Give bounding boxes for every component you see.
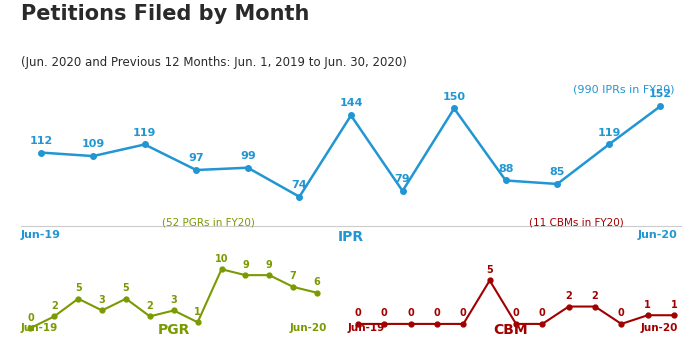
Text: 79: 79 [395,174,410,184]
Text: 144: 144 [339,99,363,108]
Text: 7: 7 [290,271,297,282]
Text: 0: 0 [460,309,467,318]
Text: 2: 2 [51,301,58,311]
Text: 99: 99 [240,151,256,161]
Text: 2: 2 [591,291,598,301]
Text: 5: 5 [75,283,81,293]
Text: (52 PGRs in FY20): (52 PGRs in FY20) [162,218,255,227]
Text: 3: 3 [170,295,177,305]
Text: 0: 0 [407,309,414,318]
Text: 1: 1 [671,300,678,310]
Text: 10: 10 [215,254,228,264]
Text: CBM: CBM [493,323,528,337]
Text: 88: 88 [498,164,514,173]
Text: 1: 1 [644,300,651,310]
Text: 2: 2 [565,291,572,301]
Text: 1: 1 [195,307,201,317]
Text: 119: 119 [133,127,156,138]
Text: 5: 5 [486,265,493,275]
Text: (Jun. 2020 and Previous 12 Months: Jun. 1, 2019 to Jun. 30, 2020): (Jun. 2020 and Previous 12 Months: Jun. … [21,56,407,69]
Text: (990 IPRs in FY20): (990 IPRs in FY20) [573,84,674,94]
Text: 97: 97 [188,153,204,163]
Text: 109: 109 [81,139,105,149]
Text: Jun-19: Jun-19 [21,323,58,333]
Text: 9: 9 [242,260,249,270]
Text: 3: 3 [99,295,106,305]
Text: 9: 9 [266,260,272,270]
Text: Jun-19: Jun-19 [348,323,385,333]
Text: 150: 150 [443,92,466,101]
Text: 2: 2 [147,301,153,311]
Text: 119: 119 [597,127,621,138]
Text: 152: 152 [649,89,672,99]
Text: 112: 112 [30,135,53,146]
Text: 0: 0 [434,309,441,318]
Text: (11 CBMs in FY20): (11 CBMs in FY20) [530,218,624,227]
Text: 5: 5 [122,283,129,293]
Text: 0: 0 [27,313,34,323]
Text: Jun-20: Jun-20 [289,323,327,333]
Text: 0: 0 [381,309,388,318]
Text: 0: 0 [513,309,519,318]
Text: 0: 0 [618,309,625,318]
Text: 0: 0 [539,309,546,318]
Text: Petitions Filed by Month: Petitions Filed by Month [21,4,309,24]
Text: IPR: IPR [338,230,364,244]
Text: 0: 0 [354,309,361,318]
Text: 74: 74 [292,180,307,190]
Text: PGR: PGR [158,323,190,337]
Text: Jun-20: Jun-20 [640,323,678,333]
Text: Jun-20: Jun-20 [638,230,678,240]
Text: 6: 6 [313,277,320,287]
Text: Jun-19: Jun-19 [21,230,61,240]
Text: 85: 85 [550,167,565,177]
